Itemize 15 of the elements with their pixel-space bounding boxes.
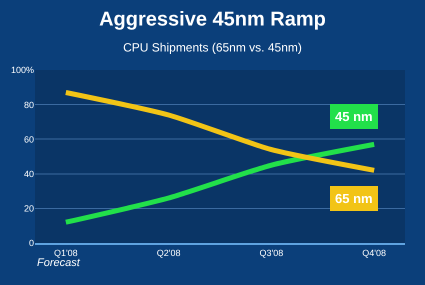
text: Forecast [37,257,81,269]
y-tick-label: 20 [24,204,34,214]
y-tick-label: 60 [24,134,34,144]
y-tick-label: 80 [24,100,34,110]
y-tick-label: 0 [28,238,34,248]
series-label: 45 nm [335,109,373,124]
x-tick-label: Q4'08 [362,248,386,258]
y-tick-label: 40 [24,168,34,179]
y-tick-label: 100% [10,65,34,76]
series-label: 65 nm [335,191,373,206]
chart-subtitle: CPU Shipments (65nm vs. 45nm) [123,40,302,55]
x-tick-label: Q1'08 [54,248,78,258]
x-tick-label: Q3'08 [260,248,284,258]
chart-title: Aggressive 45nm Ramp [99,8,326,31]
x-tick-label: Q2'08 [156,248,180,258]
